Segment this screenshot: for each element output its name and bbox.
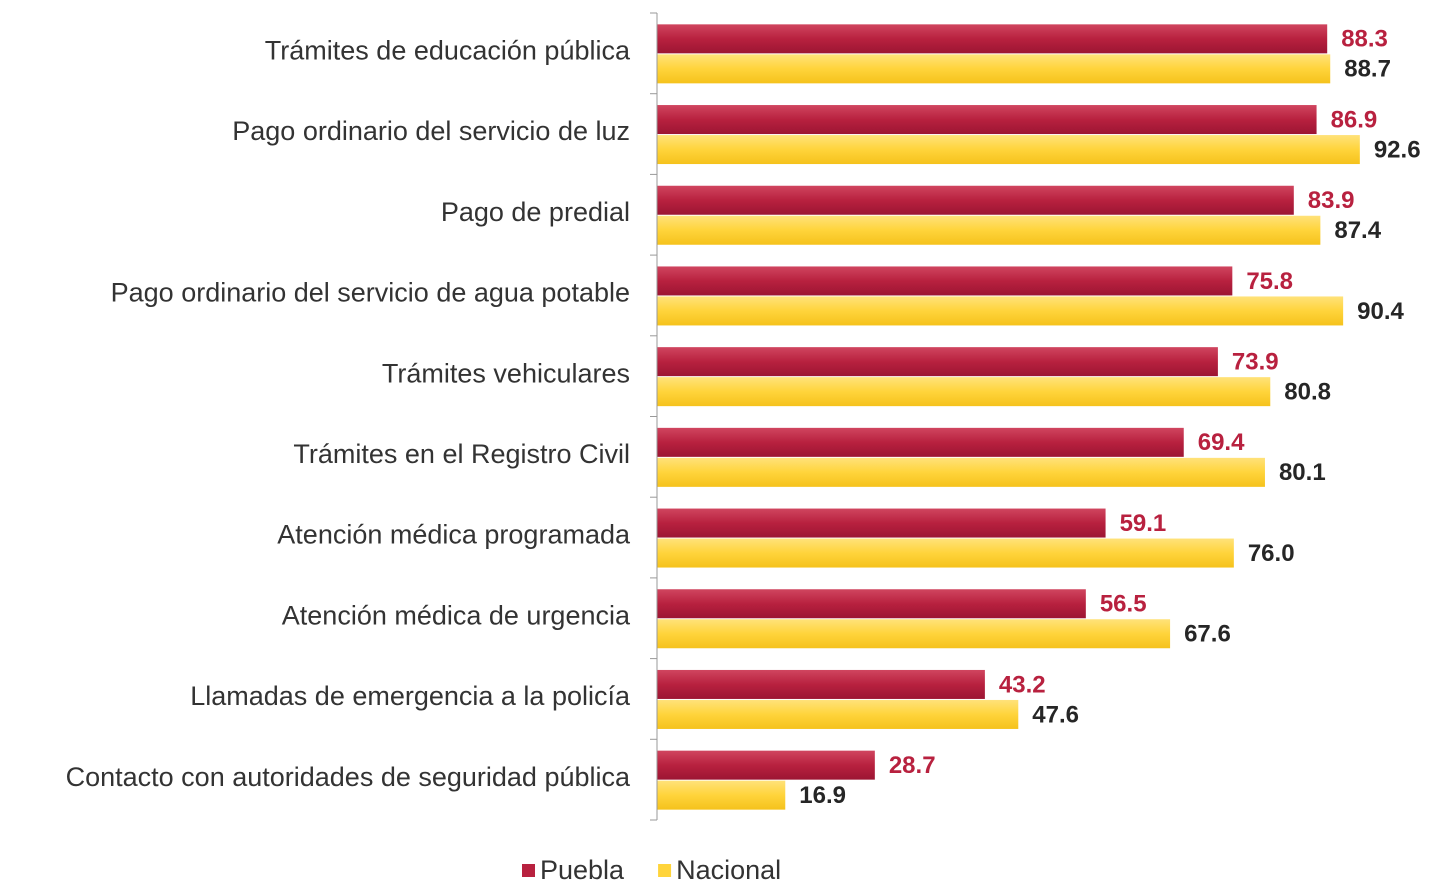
bar <box>657 215 1321 245</box>
value-label: 73.9 <box>1232 348 1279 375</box>
bar <box>657 296 1344 326</box>
category-label: Atención médica de urgencia <box>282 600 631 630</box>
legend-label: Puebla <box>540 855 625 883</box>
bar <box>657 457 1265 487</box>
bar <box>657 669 985 699</box>
value-label: 16.9 <box>799 782 846 809</box>
value-label: 75.8 <box>1246 268 1293 295</box>
value-label: 86.9 <box>1331 106 1378 133</box>
category-label: Contacto con autoridades de seguridad pú… <box>66 762 631 792</box>
category-label: Pago ordinario del servicio de agua pota… <box>111 278 630 308</box>
value-label: 67.6 <box>1184 621 1231 648</box>
bar <box>657 54 1331 84</box>
bar <box>657 24 1328 54</box>
value-label: 83.9 <box>1308 187 1355 214</box>
legend-swatch <box>522 864 535 877</box>
value-label: 88.3 <box>1341 26 1388 53</box>
bar <box>657 619 1171 649</box>
category-label: Trámites de educación pública <box>265 35 631 65</box>
category-label: Llamadas de emergencia a la policía <box>190 681 631 711</box>
category-label: Atención médica programada <box>277 520 631 550</box>
value-label: 28.7 <box>889 752 936 779</box>
bar <box>657 377 1271 407</box>
value-label: 80.1 <box>1279 459 1326 486</box>
bar <box>657 699 1019 729</box>
bar <box>657 266 1233 296</box>
value-label: 92.6 <box>1374 136 1421 163</box>
category-label: Pago de predial <box>441 197 630 227</box>
value-label: 80.8 <box>1284 378 1331 405</box>
category-label: Pago ordinario del servicio de luz <box>232 116 630 146</box>
bar <box>657 427 1184 457</box>
value-label: 56.5 <box>1100 591 1147 618</box>
value-label: 87.4 <box>1334 217 1381 244</box>
value-label: 43.2 <box>999 671 1046 698</box>
legend-swatch <box>658 864 672 877</box>
category-label: Trámites vehiculares <box>382 358 630 388</box>
value-label: 59.1 <box>1120 510 1167 537</box>
value-label: 76.0 <box>1248 540 1295 567</box>
value-label: 88.7 <box>1344 56 1391 83</box>
value-label: 90.4 <box>1357 298 1404 325</box>
bar <box>657 135 1360 165</box>
bar <box>657 538 1234 568</box>
bar <box>657 347 1218 377</box>
legend-label: Nacional <box>676 855 781 883</box>
value-label: 69.4 <box>1198 429 1245 456</box>
bar <box>657 750 875 780</box>
bar <box>657 589 1086 619</box>
bar <box>657 508 1106 538</box>
bar <box>657 185 1294 215</box>
bar <box>657 105 1317 135</box>
value-label: 47.6 <box>1032 701 1079 728</box>
bar <box>657 780 786 810</box>
category-label: Trámites en el Registro Civil <box>293 439 630 469</box>
